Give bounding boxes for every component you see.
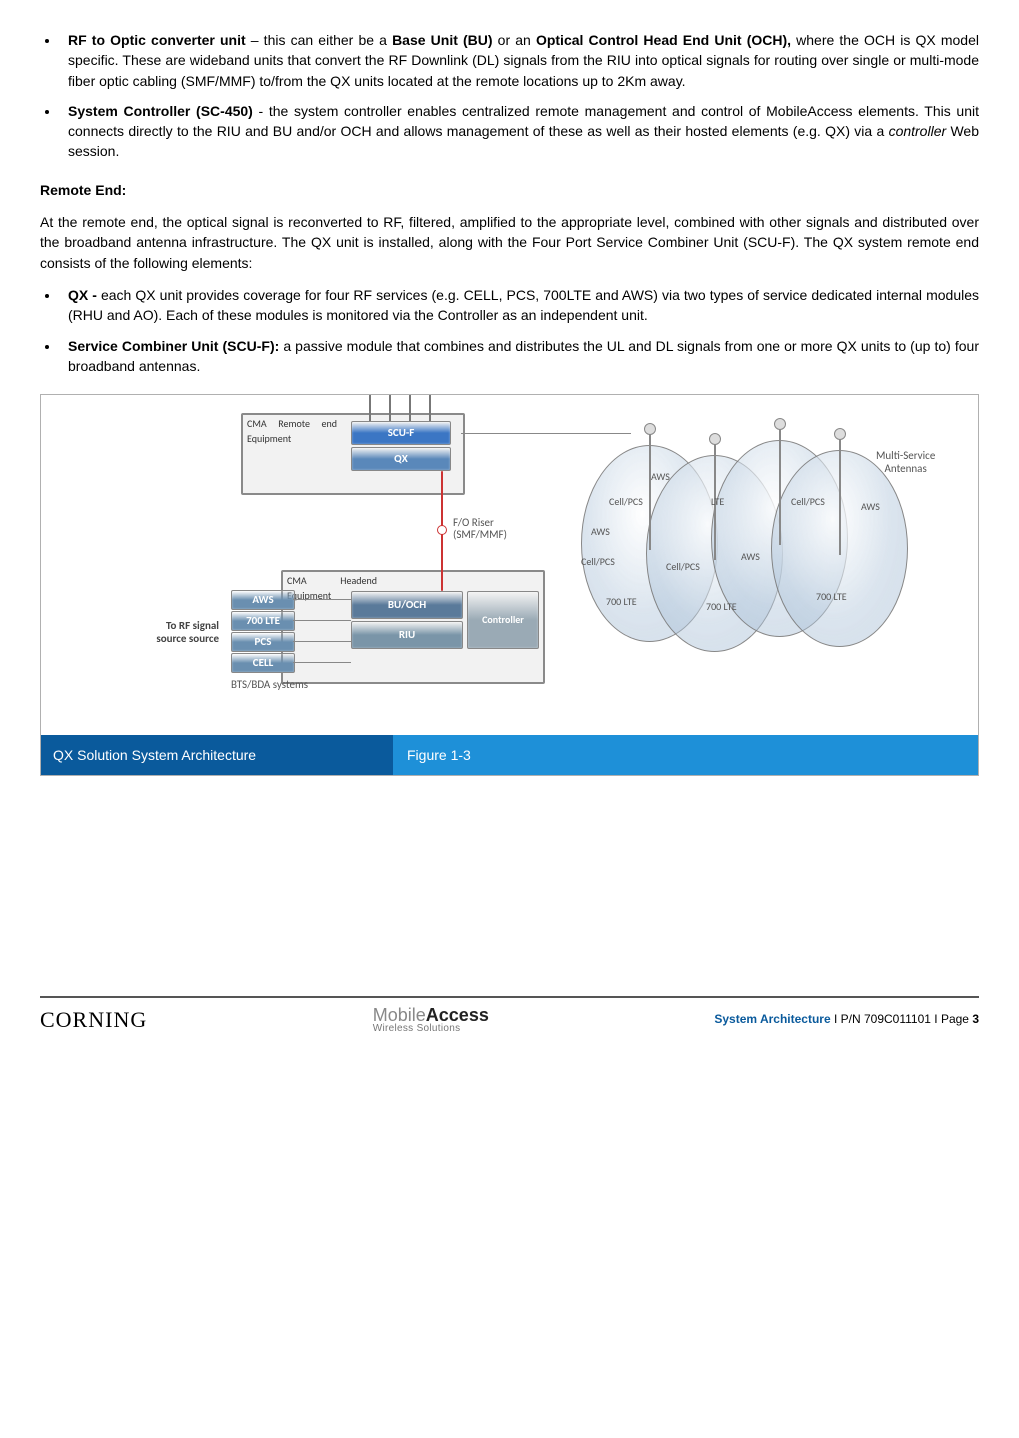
ant-label: LTE <box>711 495 724 510</box>
slot-riu: RIU <box>351 621 463 649</box>
t: or an <box>493 32 536 48</box>
figure-caption-bar: QX Solution System Architecture Figure 1… <box>41 735 978 775</box>
mast-line <box>389 395 391 421</box>
rf-signal-note: To RF signal source source <box>129 620 219 645</box>
sys-arch: System Architecture <box>714 1012 830 1026</box>
slot-pcs: PCS <box>231 632 295 652</box>
l2: source source <box>129 633 219 646</box>
bold3: Optical Control Head End Unit (OCH), <box>536 32 791 48</box>
multi-service-antennas-note: Multi-Service Antennas <box>876 450 935 475</box>
slot-buoch: BU/OCH <box>351 591 463 619</box>
fo-riser-joint-icon <box>437 525 447 535</box>
remote-panel-title: CMA Remote end Equipment <box>247 417 337 446</box>
bullet-rf2optic: RF to Optic converter unit – this can ei… <box>60 30 979 91</box>
ma-bold: Access <box>426 1005 489 1025</box>
slot-controller: Controller <box>467 591 539 649</box>
pn: P/N 709C011101 I Page <box>841 1012 973 1026</box>
mast-line <box>409 395 411 421</box>
conn-line <box>293 620 351 621</box>
ant-label: AWS <box>591 525 610 540</box>
ant-label: Cell/PCS <box>791 495 825 510</box>
remote-end-para: At the remote end, the optical signal is… <box>40 212 979 273</box>
slot-700lte: 700 LTE <box>231 611 295 631</box>
ant-label: Cell/PCS <box>666 560 700 575</box>
t: – this can either be a <box>246 32 392 48</box>
ma-light: Mobile <box>373 1005 426 1025</box>
ant-label: 700 LTE <box>706 600 737 615</box>
antenna-mast <box>839 435 841 555</box>
remote-bullets: QX - each QX unit provides coverage for … <box>40 285 979 376</box>
conn-line <box>293 599 351 600</box>
ant-label: AWS <box>651 470 670 485</box>
mast-line <box>369 395 371 421</box>
italic: controller <box>889 123 947 139</box>
antenna-dish-icon <box>774 418 786 430</box>
diagram-area: CMA Remote end Equipment SCU-F QX CMA He… <box>41 395 978 735</box>
l1: Multi-Service <box>876 450 935 463</box>
l2: Antennas <box>876 463 935 476</box>
l1: To RF signal <box>129 620 219 633</box>
figure-caption-left: QX Solution System Architecture <box>41 735 393 775</box>
mobileaccess-logo: MobileAccess Wireless Solutions <box>373 1006 489 1034</box>
page-number: 3 <box>972 1012 979 1026</box>
conn-line <box>293 662 351 663</box>
lead: QX - <box>68 287 97 303</box>
slot-scuf: SCU-F <box>351 421 451 445</box>
bullet-scuf: Service Combiner Unit (SCU-F): a passive… <box>60 336 979 377</box>
bullet-sc450: System Controller (SC-450) - the system … <box>60 101 979 162</box>
sep: I <box>831 1012 841 1026</box>
slot-aws: AWS <box>231 590 295 610</box>
lead: System Controller (SC-450) <box>68 103 253 119</box>
ant-label: AWS <box>861 500 880 515</box>
ant-label: AWS <box>741 550 760 565</box>
antenna-mast <box>779 425 781 545</box>
conn-line <box>293 641 351 642</box>
bullet-qx: QX - each QX unit provides coverage for … <box>60 285 979 326</box>
top-bullets: RF to Optic converter unit – this can ei… <box>40 30 979 162</box>
figure-caption-right: Figure 1-3 <box>393 735 978 775</box>
page-footer: CORNING MobileAccess Wireless Solutions … <box>40 996 979 1036</box>
ant-label: Cell/PCS <box>581 555 615 570</box>
footer-right: System Architecture I P/N 709C011101 I P… <box>714 1011 979 1028</box>
ant-label: Cell/PCS <box>609 495 643 510</box>
lead: RF to Optic converter unit <box>68 32 246 48</box>
antenna-dish-icon <box>709 433 721 445</box>
conn-line <box>461 433 631 434</box>
fo-riser-note: F/O Riser (SMF/MMF) <box>453 517 507 541</box>
slot-qx: QX <box>351 447 451 471</box>
rest: each QX unit provides coverage for four … <box>68 287 979 323</box>
ant-label: 700 LTE <box>816 590 847 605</box>
ma-sub: Wireless Solutions <box>373 1024 489 1034</box>
ant-label: 700 LTE <box>606 595 637 610</box>
figure-1-3: CMA Remote end Equipment SCU-F QX CMA He… <box>40 394 979 776</box>
antenna-dish-icon <box>834 428 846 440</box>
lead: Service Combiner Unit (SCU-F): <box>68 338 279 354</box>
corning-logo: CORNING <box>40 1004 147 1036</box>
bts-note: BTS/BDA systems <box>231 677 308 693</box>
remote-end-heading: Remote End: <box>40 180 979 200</box>
antenna-dish-icon <box>644 423 656 435</box>
slot-cell: CELL <box>231 653 295 673</box>
antenna-mast <box>649 430 651 550</box>
bold2: Base Unit (BU) <box>392 32 492 48</box>
mast-line <box>429 395 431 421</box>
